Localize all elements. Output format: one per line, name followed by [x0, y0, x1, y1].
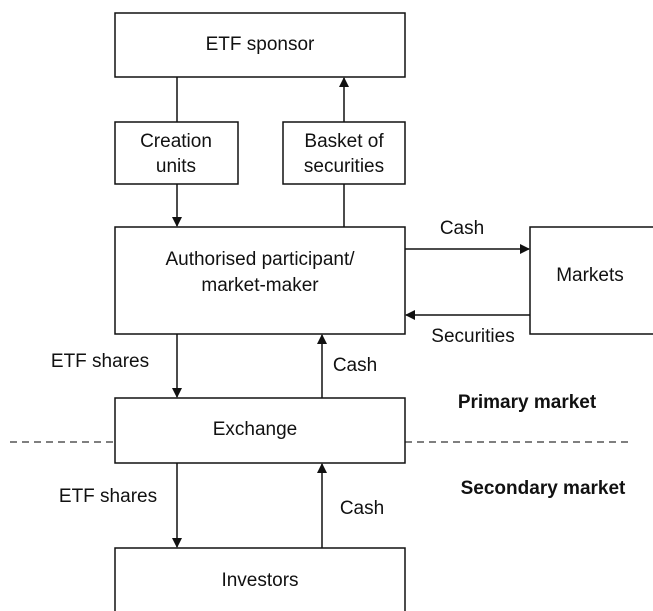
edge-label: Cash	[333, 355, 377, 376]
node-label: securities	[304, 156, 384, 177]
node-box	[114, 226, 406, 335]
edge-label: ETF shares	[51, 351, 149, 372]
node-label: market-maker	[201, 275, 319, 296]
edge-label: ETF shares	[59, 486, 157, 507]
edge-label: Cash	[440, 218, 484, 239]
node-box	[114, 121, 239, 185]
node-box	[114, 397, 406, 464]
region-label: Primary market	[458, 392, 597, 413]
node-label: units	[156, 156, 196, 177]
node-box	[114, 547, 406, 611]
node-label: Markets	[556, 265, 624, 286]
node-label: Exchange	[213, 419, 298, 440]
node-box	[282, 121, 406, 185]
node-label: ETF sponsor	[206, 34, 315, 55]
node-box	[114, 12, 406, 78]
node-label: Authorised participant/	[165, 249, 355, 270]
node-label: Investors	[221, 570, 298, 591]
node-box	[529, 226, 653, 335]
node-label: Basket of	[304, 131, 384, 152]
node-label: Creation	[140, 131, 212, 152]
region-label: Secondary market	[461, 478, 626, 499]
edge-label: Securities	[431, 326, 514, 347]
edge-label: Cash	[340, 498, 384, 519]
